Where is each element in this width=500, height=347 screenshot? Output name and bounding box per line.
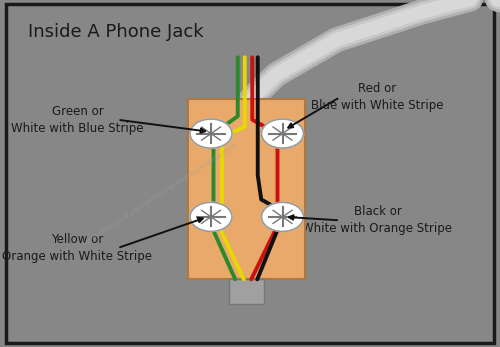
Circle shape [262,119,304,148]
Circle shape [190,202,232,231]
Circle shape [190,119,232,148]
Text: Inside A Phone Jack: Inside A Phone Jack [28,23,203,41]
Text: Red or
Blue with White Stripe: Red or Blue with White Stripe [311,82,444,112]
Bar [228,279,264,304]
Bar [188,99,305,279]
Text: Yellow or
Orange with White Stripe: Yellow or Orange with White Stripe [2,233,152,263]
Circle shape [262,202,304,231]
Text: Green or
White with Blue Stripe: Green or White with Blue Stripe [11,105,144,135]
Text: www.easy-do-it-yourself-home-improvements.com: www.easy-do-it-yourself-home-improvement… [82,142,238,247]
Text: Black or
White with Orange Stripe: Black or White with Orange Stripe [302,205,452,235]
